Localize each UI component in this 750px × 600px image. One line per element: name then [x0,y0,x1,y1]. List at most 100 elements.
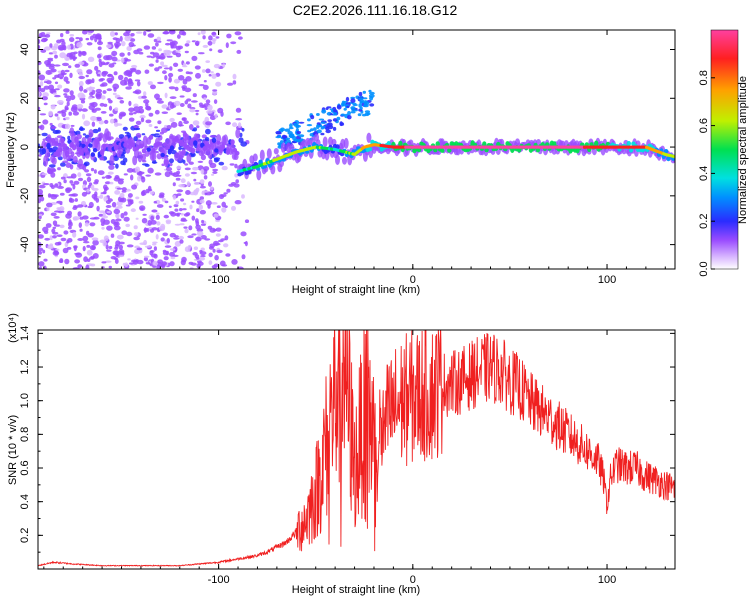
noise-blob [64,69,70,73]
noise-blob [138,171,145,175]
noise-blob [121,41,126,47]
noise-blob [193,178,197,182]
noise-blob [49,43,53,48]
noise-blob [226,33,232,39]
noise-blob [169,248,176,251]
noise-blob [71,104,78,111]
noise-blob [64,95,71,99]
band-blob [146,147,151,152]
noise-blob [101,82,108,87]
y-tick-label: 1.0 [19,393,31,408]
noise-blob [128,262,134,265]
noise-blob [103,235,109,241]
noise-blob [145,262,151,265]
noise-blob [224,205,228,209]
drift-blob [307,118,311,122]
spectrogram-ticks: -100 0 100 -40 -20 0 20 40 [19,30,675,286]
noise-blob [82,215,89,220]
noise-blob [215,72,221,77]
noise-blob [113,155,119,162]
noise-blob [77,92,85,99]
drift-blob [368,89,372,93]
noise-blob [78,222,83,229]
noise-blob [67,135,71,141]
noise-blob [94,191,98,197]
noise-blob [55,248,60,251]
band-blob [95,138,100,145]
noise-blob [220,194,227,198]
noise-blob [133,225,138,230]
drift-blob [329,113,334,116]
noise-blob [123,32,130,37]
noise-blob [150,220,157,225]
noise-blob [178,124,185,127]
noise-blob [141,133,146,136]
noise-blob [101,70,109,75]
noise-blob [90,184,95,190]
noise-blob [180,212,184,216]
halo-blob [408,139,414,147]
noise-blob [169,117,175,123]
noise-blob [45,223,52,228]
noise-blob [173,78,180,84]
noise-blob [166,39,173,42]
noise-blob [237,122,242,128]
noise-blob [128,117,135,122]
noise-blob [97,46,102,51]
noise-blob [212,229,217,232]
y-tick-label: 1.2 [19,359,31,374]
noise-blob [56,135,63,139]
band-blob [216,140,221,145]
noise-blob [180,198,185,202]
noise-blob [148,112,154,117]
colorbar-tick-label: 0.6 [698,118,710,133]
colorbar-tick-label: 0.8 [698,70,710,85]
noise-blob [88,96,93,100]
noise-blob [106,44,112,49]
noise-blob [197,52,205,55]
noise-blob [54,88,60,91]
noise-blob [203,175,208,180]
noise-blob [103,55,110,61]
noise-blob [90,101,98,108]
noise-blob [161,64,168,68]
noise-blob [131,184,138,190]
noise-blob [96,205,100,212]
noise-blob [56,200,63,204]
noise-blob [178,184,185,188]
noise-blob [143,257,148,262]
noise-blob [127,258,131,261]
noise-blob [226,188,231,193]
noise-blob [244,219,250,223]
noise-blob [104,181,111,185]
y-tick-label: 0.8 [19,427,31,442]
noise-blob [179,239,184,244]
noise-blob [161,197,166,202]
noise-blob [38,213,43,216]
noise-blob [181,130,186,133]
noise-blob [52,77,57,80]
noise-blob [48,110,53,116]
noise-blob [184,100,189,105]
noise-blob [199,249,203,253]
noise-blob [65,56,70,61]
noise-blob [151,46,157,50]
noise-blob [83,256,88,263]
noise-blob [73,217,78,221]
drift-blob [320,127,324,130]
noise-blob [47,60,51,66]
noise-blob [69,37,75,43]
noise-blob [77,204,84,208]
drift-blob [289,123,293,128]
noise-blob [156,264,161,269]
noise-blob [116,234,124,240]
noise-blob [78,75,85,80]
noise-blob [244,240,248,247]
noise-blob [43,258,48,262]
noise-blob [184,43,190,47]
noise-blob [199,209,206,215]
noise-blob [138,108,145,114]
x-tick-label: 100 [598,574,616,586]
halo-blob [366,132,372,143]
noise-blob [188,261,194,265]
